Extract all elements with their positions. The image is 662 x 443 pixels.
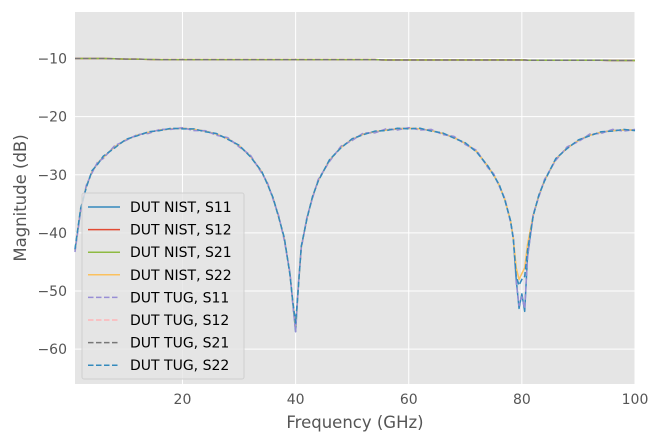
x-tick-label: 40 (287, 392, 305, 408)
legend-label: DUT TUG, S21 (130, 336, 229, 352)
series-layer (74, 57, 636, 333)
series-line-8 (74, 127, 636, 324)
y-tick-label: −20 (37, 110, 67, 126)
legend-label: DUT TUG, S11 (130, 290, 229, 306)
legend-label: DUT TUG, S22 (130, 358, 229, 374)
legend-label: DUT NIST, S11 (130, 200, 232, 216)
y-tick-label: −30 (37, 168, 67, 184)
ticks: 20 40 60 80 100 −60 −50 −40 −30 −20 −10 (37, 52, 648, 409)
legend: DUT NIST, S11 DUT NIST, S12 DUT NIST, S21 D… (81, 192, 245, 380)
y-tick-label: −10 (37, 52, 67, 68)
y-tick-label: −50 (37, 284, 67, 300)
x-tick-label: 100 (622, 392, 649, 408)
legend-label: DUT NIST, S21 (130, 245, 232, 261)
legend-box (81, 192, 245, 380)
series-line-7 (75, 57, 635, 62)
x-tick-label: 60 (400, 392, 418, 408)
x-tick-label: 80 (513, 392, 531, 408)
legend-label: DUT NIST, S22 (130, 268, 232, 284)
y-tick-label: −40 (37, 226, 67, 242)
y-tick-label: −60 (37, 342, 67, 358)
x-tick-label: 20 (174, 392, 192, 408)
legend-label: DUT TUG, S12 (130, 313, 229, 329)
y-axis-label: Magnitude (dB) (11, 134, 30, 261)
x-axis-label: Frequency (GHz) (286, 413, 423, 432)
legend-label: DUT NIST, S12 (130, 223, 232, 239)
